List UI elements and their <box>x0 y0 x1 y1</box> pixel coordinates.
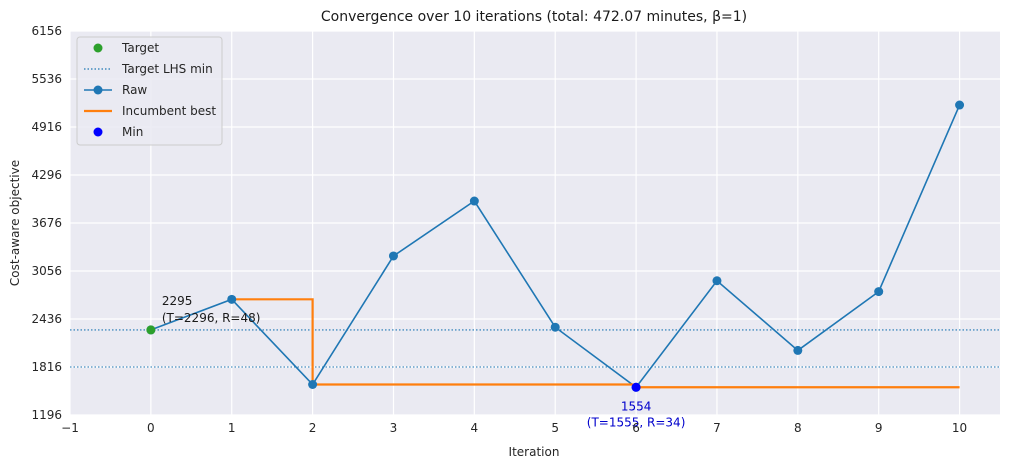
legend-frame <box>76 36 223 146</box>
x-tick-label: 1 <box>228 421 236 435</box>
x-tick-label: 10 <box>952 421 967 435</box>
x-tick-label: 6 <box>632 421 640 435</box>
y-tick-label: 2436 <box>31 312 62 326</box>
x-axis-ticks: −1 0 1 2 3 4 5 6 7 8 9 10 <box>61 421 967 435</box>
y-tick-label: 4916 <box>31 120 62 134</box>
x-tick-label: 4 <box>471 421 479 435</box>
x-tick-label: 8 <box>794 421 802 435</box>
raw-point <box>469 196 479 206</box>
legend-label: Target LHS min <box>121 62 213 76</box>
x-tick-label: 2 <box>309 421 317 435</box>
x-axis-label: Iteration <box>509 445 560 459</box>
x-tick-label: −1 <box>61 421 79 435</box>
y-tick-label: 4296 <box>31 168 62 182</box>
marks-layer <box>146 100 965 392</box>
plot-area: 2295 (T=2296, R=48) 1554 (T=1555, R=34) <box>69 30 1000 429</box>
raw-point <box>712 276 722 286</box>
chart-title: Convergence over 10 iterations (total: 4… <box>321 9 747 25</box>
x-tick-label: 9 <box>875 421 883 435</box>
raw-point <box>793 345 803 355</box>
legend-label: Min <box>122 125 143 139</box>
target-annotation-detail: (T=2296, R=48) <box>162 311 261 325</box>
raw-point <box>227 294 237 304</box>
raw-point <box>388 251 398 261</box>
x-tick-label: 7 <box>713 421 721 435</box>
x-tick-label: 3 <box>390 421 398 435</box>
y-tick-label: 1196 <box>31 408 62 422</box>
y-tick-label: 3056 <box>31 264 62 278</box>
legend-marker <box>93 127 103 137</box>
y-tick-label: 1816 <box>31 360 62 374</box>
legend: Target Target LHS min Raw Incumbent best Min <box>76 36 223 146</box>
reference-lines <box>70 329 1000 368</box>
legend-marker <box>93 85 103 95</box>
annotations: 2295 (T=2296, R=48) 1554 (T=1555, R=34) <box>162 294 686 429</box>
target-annotation-value: 2295 <box>162 294 193 308</box>
y-axis-ticks: 1196 1816 2436 3056 3676 4296 4916 5536 6156 <box>31 24 62 422</box>
min-point <box>631 382 641 392</box>
min-annotation-value: 1554 <box>621 399 652 413</box>
legend-label: Target <box>121 41 159 55</box>
grid <box>69 30 1000 416</box>
y-tick-label: 3676 <box>31 216 62 230</box>
y-tick-label: 5536 <box>31 72 62 86</box>
min-annotation-detail: (T=1555, R=34) <box>587 415 686 429</box>
x-tick-label: 0 <box>147 421 155 435</box>
incumbent-best-line <box>231 298 960 389</box>
legend-label: Incumbent best <box>122 104 216 118</box>
raw-point <box>550 322 560 332</box>
x-tick-label: 5 <box>551 421 559 435</box>
y-tick-label: 6156 <box>31 24 62 38</box>
y-axis-label: Cost-aware objective <box>8 160 22 286</box>
raw-point <box>308 379 318 389</box>
legend-marker <box>93 43 103 53</box>
raw-point <box>874 287 884 297</box>
legend-label: Raw <box>122 83 147 97</box>
target-point <box>146 325 156 335</box>
raw-point <box>955 100 965 110</box>
